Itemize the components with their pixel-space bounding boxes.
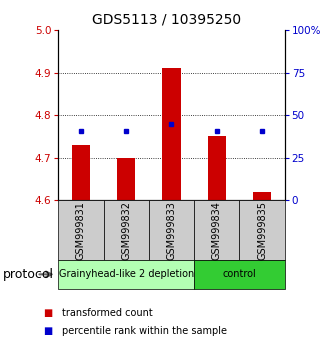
Text: GDS5113 / 10395250: GDS5113 / 10395250 [92, 12, 241, 27]
Text: ■: ■ [43, 326, 53, 336]
Bar [253, 192, 271, 200]
Bar [163, 68, 180, 200]
Text: percentile rank within the sample: percentile rank within the sample [62, 326, 226, 336]
Bar [117, 158, 135, 200]
Text: Grainyhead-like 2 depletion: Grainyhead-like 2 depletion [59, 269, 194, 279]
Text: GSM999834: GSM999834 [212, 201, 222, 259]
Bar [72, 145, 90, 200]
Text: ■: ■ [43, 308, 53, 318]
Bar [208, 136, 226, 200]
Text: GSM999835: GSM999835 [257, 201, 267, 259]
Text: transformed count: transformed count [62, 308, 153, 318]
Text: control: control [222, 269, 256, 279]
Text: GSM999832: GSM999832 [121, 201, 131, 259]
Text: protocol: protocol [3, 268, 54, 281]
Text: GSM999831: GSM999831 [76, 201, 86, 259]
Text: GSM999833: GSM999833 [166, 201, 176, 259]
